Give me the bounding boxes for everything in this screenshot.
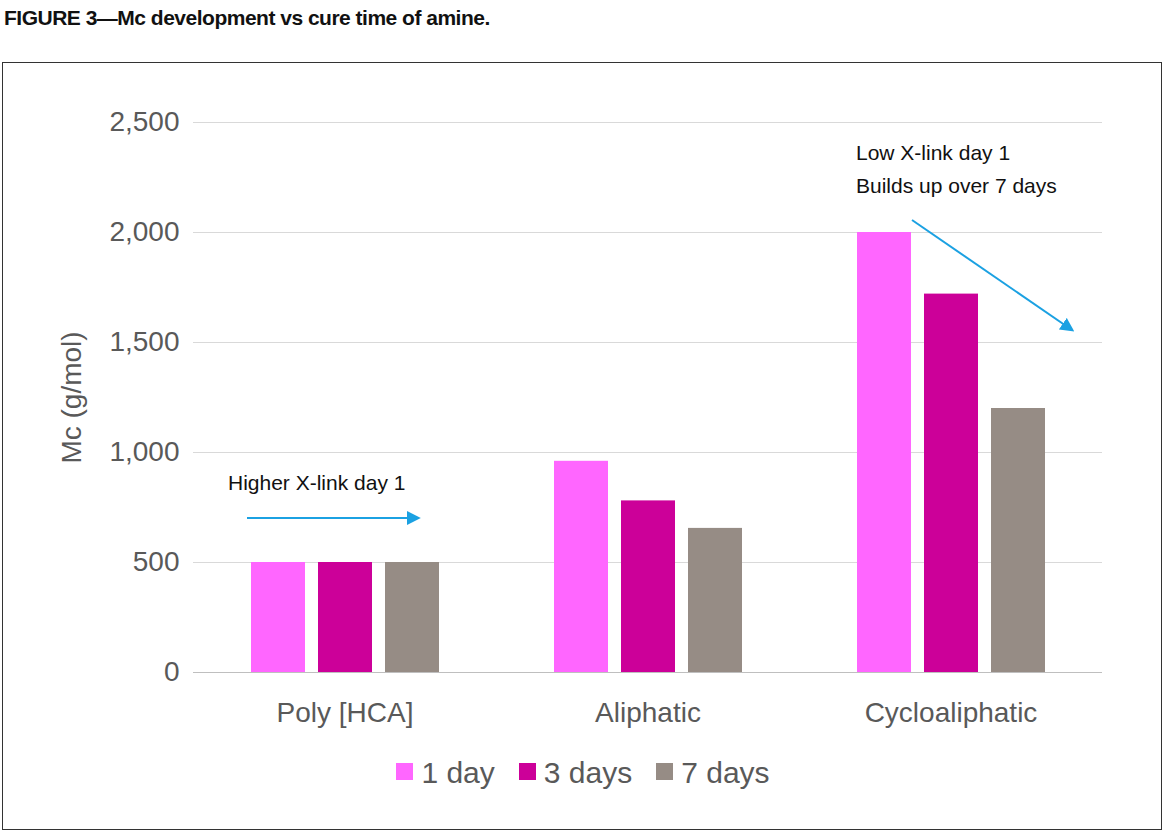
html-text:1 day: 1 day	[421, 756, 495, 789]
svg-text:0: 0	[164, 656, 180, 687]
svg-text:Mc (g/mol): Mc (g/mol)	[56, 331, 87, 463]
svg-text:500: 500	[133, 546, 180, 577]
svg-text:Higher X-link day 1: Higher X-link day 1	[228, 471, 405, 494]
svg-text:Builds up over 7 days: Builds up over 7 days	[856, 174, 1057, 197]
svg-text:1,000: 1,000	[109, 436, 179, 467]
svg-text:2,000: 2,000	[109, 216, 179, 247]
svg-text:1,500: 1,500	[109, 326, 179, 357]
html-text:FIGURE 3—Mc development vs cur: FIGURE 3—Mc development vs cure time of …	[4, 6, 490, 29]
svg-text:Aliphatic: Aliphatic	[595, 697, 701, 728]
html-text:7 days: 7 days	[681, 756, 770, 789]
html-text:3 days: 3 days	[543, 756, 633, 789]
svg-text:2,500: 2,500	[109, 106, 179, 137]
svg-text:Poly [HCA]: Poly [HCA]	[277, 697, 414, 728]
svg-text:Low X-link day 1: Low X-link day 1	[856, 141, 1010, 164]
svg-text:Cycloaliphatic: Cycloaliphatic	[865, 697, 1038, 728]
